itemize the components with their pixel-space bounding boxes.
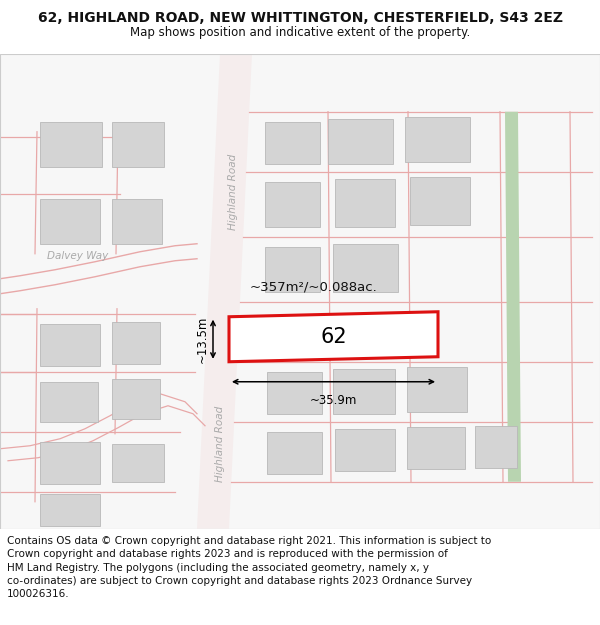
Bar bbox=[112, 199, 162, 244]
Bar bbox=[112, 322, 160, 364]
Polygon shape bbox=[505, 112, 521, 482]
Text: Map shows position and indicative extent of the property.: Map shows position and indicative extent… bbox=[130, 26, 470, 39]
Bar bbox=[40, 382, 98, 422]
Text: Highland Road: Highland Road bbox=[228, 154, 238, 230]
Bar bbox=[405, 117, 470, 162]
Text: ~35.9m: ~35.9m bbox=[310, 394, 357, 407]
Bar bbox=[112, 444, 164, 482]
Bar bbox=[112, 122, 164, 167]
Bar bbox=[333, 369, 395, 414]
Text: 62, HIGHLAND ROAD, NEW WHITTINGTON, CHESTERFIELD, S43 2EZ: 62, HIGHLAND ROAD, NEW WHITTINGTON, CHES… bbox=[37, 11, 563, 25]
Bar bbox=[265, 247, 320, 292]
Bar bbox=[267, 372, 322, 414]
Bar bbox=[40, 442, 100, 484]
Bar bbox=[40, 324, 100, 366]
Text: Highland Road: Highland Road bbox=[215, 406, 225, 482]
Bar bbox=[265, 122, 320, 164]
Bar bbox=[335, 429, 395, 471]
Bar bbox=[112, 379, 160, 419]
Bar bbox=[40, 494, 100, 526]
Polygon shape bbox=[229, 312, 438, 362]
Text: ~357m²/~0.088ac.: ~357m²/~0.088ac. bbox=[250, 280, 378, 293]
Text: Contains OS data © Crown copyright and database right 2021. This information is : Contains OS data © Crown copyright and d… bbox=[7, 536, 491, 599]
Bar bbox=[335, 179, 395, 227]
Bar bbox=[267, 432, 322, 474]
Bar bbox=[410, 177, 470, 225]
Bar bbox=[40, 122, 102, 167]
Text: Dalvey Way: Dalvey Way bbox=[47, 251, 109, 261]
Bar bbox=[265, 182, 320, 227]
Bar bbox=[40, 199, 100, 244]
Bar bbox=[407, 367, 467, 412]
Text: 62: 62 bbox=[320, 327, 347, 347]
Bar bbox=[328, 119, 393, 164]
Text: ~13.5m: ~13.5m bbox=[196, 316, 209, 363]
Bar bbox=[475, 426, 517, 468]
Polygon shape bbox=[197, 54, 252, 529]
Bar bbox=[407, 427, 465, 469]
Bar bbox=[333, 244, 398, 292]
